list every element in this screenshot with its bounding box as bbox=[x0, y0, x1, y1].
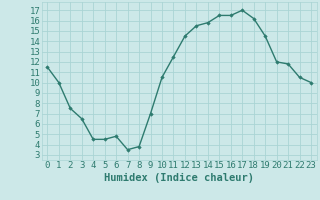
X-axis label: Humidex (Indice chaleur): Humidex (Indice chaleur) bbox=[104, 173, 254, 183]
